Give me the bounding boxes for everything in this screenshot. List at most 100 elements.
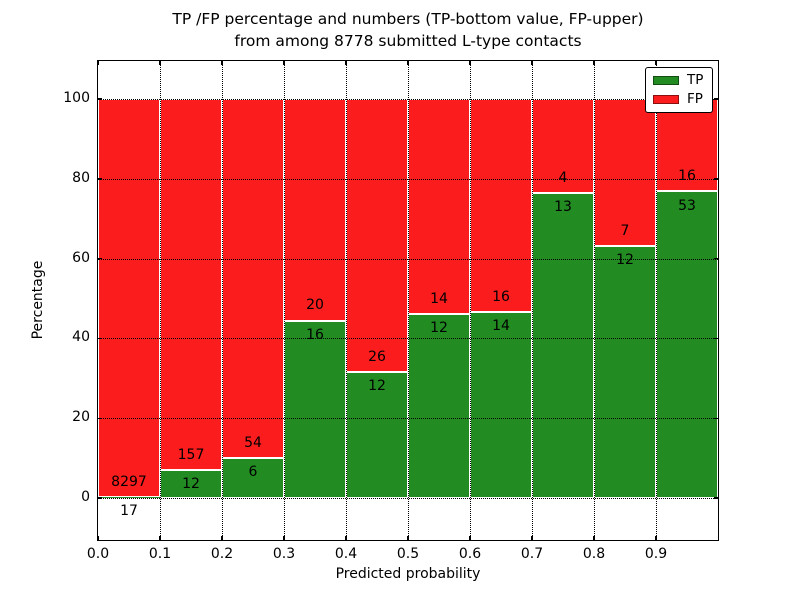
fp-bar-segment	[656, 98, 718, 192]
tp-bar-segment	[98, 497, 160, 499]
x-gridline	[470, 61, 471, 540]
fp-count-label: 26	[368, 348, 386, 365]
x-tick-label: 0.5	[396, 546, 420, 562]
y-tick	[714, 337, 718, 340]
tp-bar-segment	[594, 245, 656, 499]
x-tick-label: 0.3	[272, 546, 296, 562]
y-tick	[98, 257, 102, 260]
x-tick-label: 0.0	[86, 546, 110, 562]
x-tick	[221, 536, 223, 540]
y-tick-label: 20	[72, 409, 90, 426]
tp-bar-segment	[656, 191, 718, 499]
tp-count-label: 6	[248, 464, 258, 481]
y-tick	[98, 178, 102, 180]
fp-bar-segment	[594, 98, 656, 246]
tp-bar-segment	[470, 311, 532, 499]
tp-bar-segment	[532, 192, 594, 499]
y-tick	[714, 417, 718, 419]
y-tick	[98, 497, 102, 499]
tp-count-label: 13	[554, 199, 572, 216]
fp-count-label: 20	[306, 297, 324, 314]
x-tick	[593, 536, 595, 540]
x-tick-label: 0.8	[582, 546, 606, 562]
x-tick	[469, 536, 471, 540]
tp-count-label: 12	[182, 475, 200, 492]
fp-bar-segment	[470, 98, 532, 312]
fp-count-label: 16	[678, 168, 696, 185]
x-gridline	[284, 61, 285, 540]
x-tick	[655, 61, 657, 65]
y-tick	[714, 98, 718, 100]
x-gridline	[594, 61, 595, 540]
fp-bar-segment	[408, 98, 470, 314]
tp-count-label: 14	[492, 317, 510, 334]
x-tick	[283, 61, 285, 65]
x-tick	[159, 61, 161, 65]
x-tick-label: 0.4	[334, 546, 358, 562]
y-tick-label: 40	[72, 329, 90, 346]
y-tick-label: 60	[72, 249, 90, 266]
x-tick	[469, 61, 471, 65]
tp-count-label: 12	[616, 252, 634, 269]
tp-count-label: 12	[430, 320, 448, 337]
fp-count-label: 4	[558, 169, 568, 186]
fp-bar-segment	[160, 98, 222, 470]
legend-row: FP	[653, 91, 705, 107]
y-tick	[98, 337, 102, 340]
y-tick-label: 100	[63, 89, 90, 106]
x-tick	[345, 536, 347, 540]
x-tick	[159, 536, 161, 540]
x-tick	[593, 61, 595, 65]
legend-box: TP FP	[645, 67, 713, 113]
fp-count-label: 16	[492, 288, 510, 305]
y-tick	[714, 497, 718, 499]
x-tick	[345, 61, 347, 65]
y-tick-label: 0	[81, 489, 90, 506]
x-gridline	[408, 61, 409, 540]
y-tick	[98, 417, 102, 419]
y-axis-label: Percentage	[30, 260, 46, 340]
tp-bar-segment	[160, 469, 222, 499]
legend-swatch-fp	[653, 95, 679, 104]
x-tick-label: 0.1	[148, 546, 172, 562]
legend-label-tp: TP	[687, 72, 704, 88]
y-tick	[98, 98, 102, 100]
chart-title-line-1: TP /FP percentage and numbers (TP-bottom…	[172, 10, 644, 28]
tp-count-label: 17	[120, 503, 138, 520]
x-tick	[407, 61, 409, 65]
tp-bar-segment	[408, 313, 470, 499]
x-tick	[283, 536, 285, 540]
x-tick-label: 0.7	[520, 546, 544, 562]
fp-count-label: 157	[177, 446, 205, 463]
y-tick	[714, 178, 718, 180]
tp-count-label: 12	[368, 378, 386, 395]
x-axis-label: Predicted probability	[335, 566, 481, 582]
x-gridline	[222, 61, 223, 540]
x-gridline	[532, 61, 533, 540]
fp-count-label: 8297	[111, 474, 147, 491]
tp-bar-segment	[284, 320, 346, 499]
x-tick	[97, 61, 99, 65]
x-tick-label: 0.2	[210, 546, 234, 562]
x-tick-label: 0.6	[458, 546, 482, 562]
x-tick	[221, 61, 223, 65]
legend-label-fp: FP	[687, 91, 703, 107]
x-gridline	[656, 61, 657, 540]
x-tick	[97, 536, 99, 540]
tp-count-label: 53	[678, 197, 696, 214]
x-tick	[407, 536, 409, 540]
x-tick	[531, 61, 533, 65]
fp-bar-segment	[284, 98, 346, 321]
x-tick	[531, 536, 533, 540]
legend-row: TP	[653, 72, 705, 88]
y-tick	[714, 257, 718, 260]
x-tick	[655, 536, 657, 540]
fp-count-label: 7	[620, 222, 630, 239]
y-tick-label: 80	[72, 169, 90, 186]
x-tick-label: 0.9	[644, 546, 668, 562]
x-gridline	[160, 61, 161, 540]
tp-count-label: 16	[306, 326, 324, 343]
x-gridline	[346, 61, 347, 540]
fp-count-label: 14	[430, 290, 448, 307]
